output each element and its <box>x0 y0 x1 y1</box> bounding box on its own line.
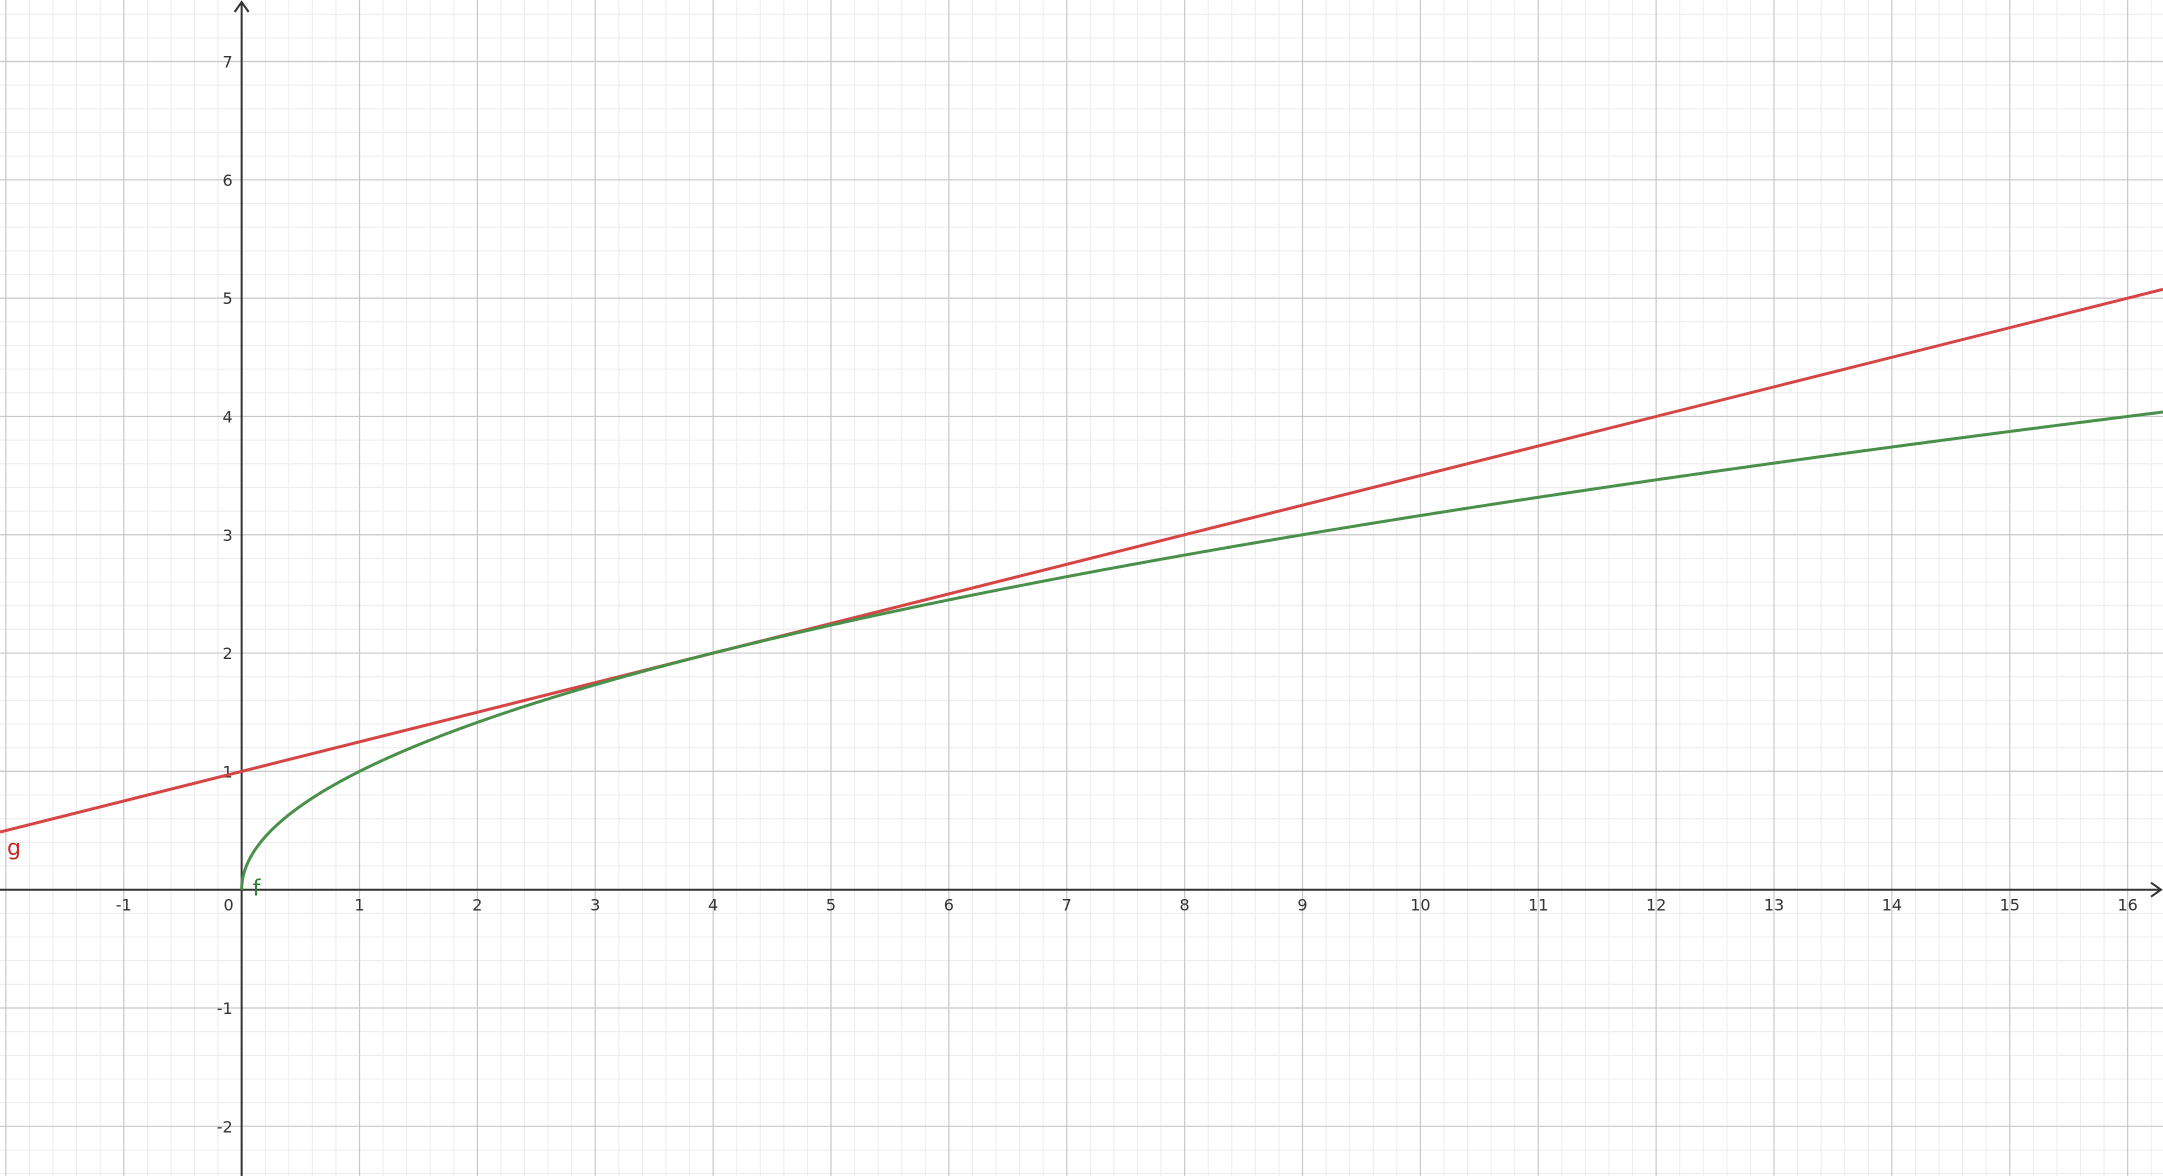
series-label-f: f <box>253 877 262 902</box>
y-tick-label: -2 <box>217 1117 233 1136</box>
x-axis-arrow-icon <box>2150 881 2163 898</box>
x-tick-label: 5 <box>826 896 836 915</box>
x-tick-label: 2 <box>472 896 482 915</box>
x-tick-label: 16 <box>2117 896 2137 915</box>
y-tick-label: 6 <box>222 171 232 190</box>
x-tick-label: 10 <box>1410 896 1430 915</box>
series-label-g: g <box>7 836 21 861</box>
x-tick-label: 13 <box>1764 896 1784 915</box>
y-tick-label: 2 <box>222 644 232 663</box>
y-tick-labels: -2 -1 1 2 3 4 5 6 7 <box>217 53 233 1137</box>
x-tick-label: 3 <box>590 896 600 915</box>
x-tick-label: 9 <box>1297 896 1307 915</box>
x-tick-label: 11 <box>1528 896 1548 915</box>
x-tick-label: 6 <box>944 896 954 915</box>
y-axis-arrow-icon <box>233 0 250 13</box>
x-tick-label: 15 <box>2000 896 2020 915</box>
y-tick-label: 7 <box>222 53 232 72</box>
x-tick-label: 0 <box>223 896 233 915</box>
y-tick-label: -1 <box>217 999 233 1018</box>
line-g[interactable] <box>0 287 2163 834</box>
x-tick-label: -1 <box>116 896 132 915</box>
x-tick-label: 8 <box>1180 896 1190 915</box>
x-tick-label: 12 <box>1646 896 1666 915</box>
curve-f[interactable] <box>240 410 2163 890</box>
x-tick-label: 7 <box>1062 896 1072 915</box>
x-tick-label: 14 <box>1882 896 1902 915</box>
y-tick-label: 5 <box>222 289 232 308</box>
x-tick-labels: -1 0 1 2 3 4 5 6 7 8 9 10 11 12 13 14 15 16 <box>116 896 2138 915</box>
x-tick-label: 1 <box>354 896 364 915</box>
curves <box>0 287 2163 890</box>
y-tick-label: 4 <box>222 407 232 426</box>
y-tick-label: 1 <box>222 762 232 781</box>
x-tick-label: 4 <box>708 896 718 915</box>
y-tick-label: 3 <box>222 526 232 545</box>
